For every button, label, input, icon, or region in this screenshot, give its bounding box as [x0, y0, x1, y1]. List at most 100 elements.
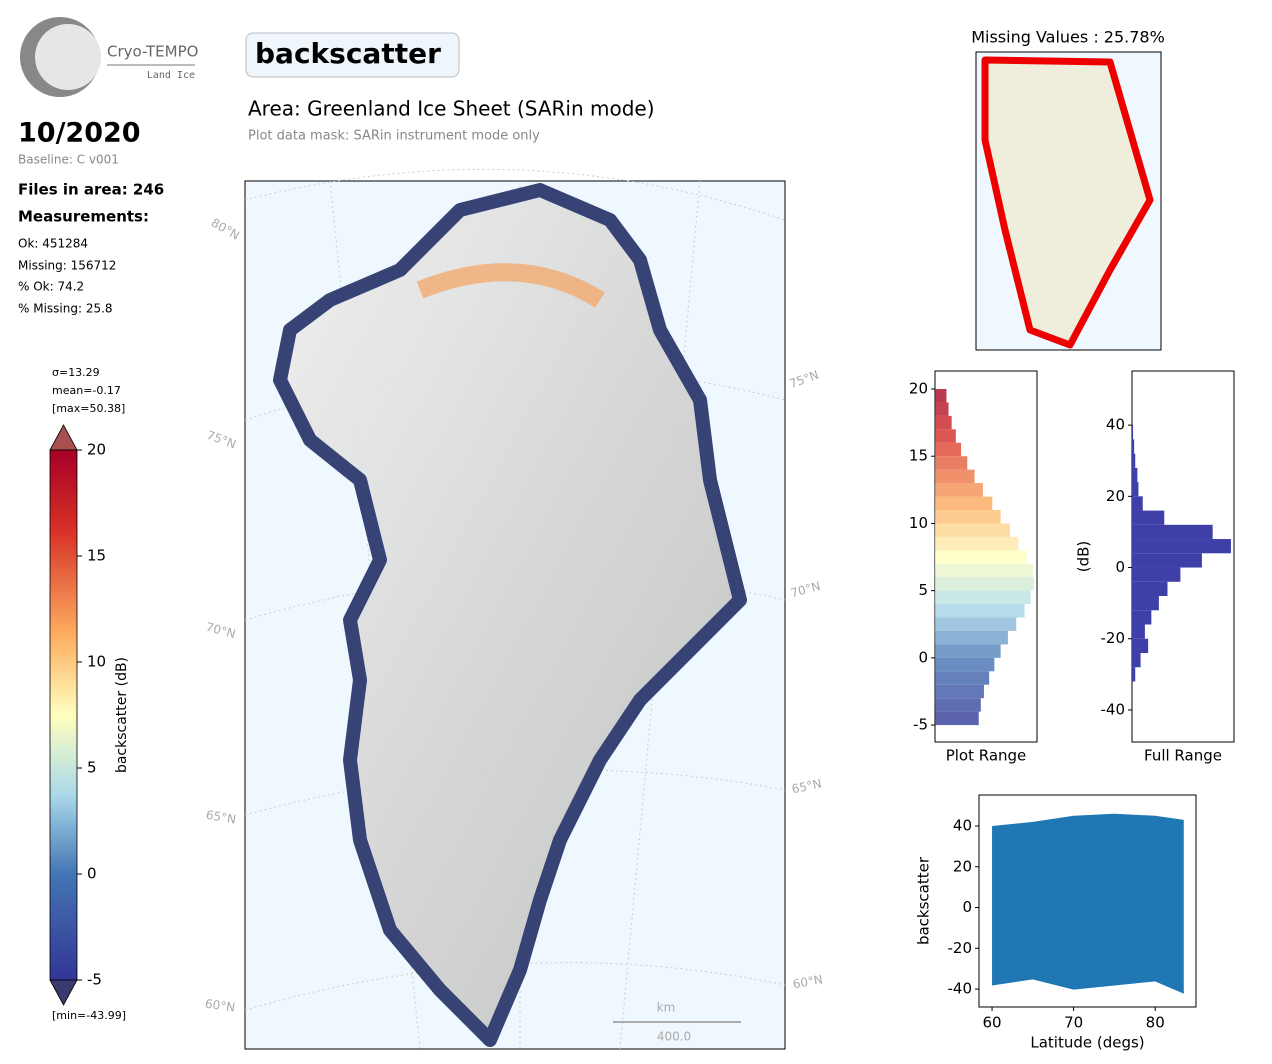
hist-bar: [1132, 553, 1202, 568]
cb-extend: [49, 979, 78, 1006]
hist-bar: [935, 711, 979, 726]
y-label: (dB): [1075, 541, 1093, 573]
hist-bar: [1132, 496, 1143, 511]
hist-bar: [1132, 467, 1138, 483]
x-label: Full Range: [1144, 747, 1222, 765]
hist-bar: [935, 644, 1001, 658]
hist-bar: [935, 429, 956, 443]
cb-tick-label: -5: [87, 971, 102, 989]
stat: % Missing: 25.8: [18, 302, 113, 316]
hist-bar: [935, 509, 1001, 524]
cb-tick-label: 0: [87, 865, 97, 883]
date: 10/2020: [18, 118, 141, 149]
hist-bar: [1132, 610, 1152, 625]
hist-bar: [935, 496, 993, 510]
hist-bar: [1132, 596, 1159, 611]
logo-subtitle: Land Ice: [147, 70, 195, 81]
hist-bar: [1132, 652, 1141, 668]
hist-bar: [935, 604, 1025, 618]
y-tick-label: 10: [909, 514, 928, 532]
lat-label: 65°N: [790, 776, 822, 796]
lat-label: 80°N: [209, 216, 242, 243]
y-tick-label: 5: [918, 581, 928, 599]
hist-bar: [1132, 581, 1168, 597]
hist-bar: [935, 590, 1031, 605]
title: backscatter: [255, 37, 441, 70]
hist-bar: [1132, 638, 1149, 653]
hist-bar: [935, 442, 962, 457]
y-tick-label: 15: [909, 447, 928, 465]
colorbar: [49, 449, 78, 981]
missing-title: Missing Values : 25.78%: [971, 28, 1165, 47]
cb-sigma: σ=13.29: [52, 366, 100, 379]
y-tick-label: 40: [953, 816, 972, 834]
hist-bar: [935, 483, 983, 497]
y-tick-label: 0: [1115, 558, 1125, 576]
scatter-band-lower: [991, 978, 1184, 994]
high-backscatter: [416, 263, 605, 308]
area: Area: Greenland Ice Sheet (SARin mode): [248, 97, 655, 121]
baseline: Baseline: C v001: [18, 153, 119, 167]
hist-bar: [935, 698, 981, 712]
hist-bar: [935, 630, 1008, 645]
scale-value: 400.0: [657, 1030, 691, 1044]
hist-bar: [935, 456, 968, 470]
y-tick-label: 0: [962, 898, 972, 916]
hist-bar: [935, 469, 975, 484]
hist-bar: [935, 550, 1027, 564]
lat-labels: 80°N 75°N 75°N 70°N 70°N 65°N 65°N 60°N …: [204, 216, 824, 1015]
hist-bar: [1132, 567, 1181, 582]
greenland: [273, 183, 747, 1047]
files: Files in area: 246: [18, 181, 164, 199]
cb-min: [min=-43.99]: [52, 1009, 126, 1022]
stat: % Ok: 74.2: [18, 280, 84, 294]
lat-label: 60°N: [204, 997, 236, 1015]
mask: Plot data mask: SARin instrument mode on…: [248, 129, 540, 144]
hist-bar: [1132, 510, 1165, 525]
y-tick-label: 20: [1106, 487, 1125, 505]
hist-bar: [1132, 539, 1231, 554]
y-tick-label: -20: [1101, 629, 1126, 647]
hist-bar: [935, 563, 1033, 578]
y-label: backscatter: [915, 856, 933, 945]
hist-bar: [1132, 524, 1213, 540]
hist-bar: [935, 684, 984, 699]
x-tick-label: 80: [1146, 1014, 1165, 1032]
missing-map: [981, 56, 1154, 349]
x-label: Latitude (degs): [1030, 1034, 1144, 1052]
measurements: Measurements:: [18, 208, 149, 226]
hist-bar: [935, 577, 1034, 591]
y-tick-label: 20: [909, 380, 928, 398]
hist-bar: [935, 536, 1019, 551]
hist-bar: [1132, 667, 1136, 682]
y-tick-label: 0: [918, 648, 928, 666]
logo: Cryo-TEMPO Land Ice: [20, 17, 198, 97]
y-tick-label: -5: [913, 716, 928, 734]
lat-label: 70°N: [204, 620, 237, 641]
stat: Ok: 451284: [18, 237, 88, 251]
cb-label: backscatter (dB): [114, 657, 130, 773]
y-tick-label: 40: [1106, 416, 1125, 434]
hist-bar: [935, 415, 952, 430]
x-label: Plot Range: [946, 747, 1027, 765]
x-tick-label: 70: [1064, 1014, 1083, 1032]
y-tick-label: -40: [948, 980, 973, 998]
y-tick-label: -20: [948, 939, 973, 957]
lat-label: 65°N: [205, 808, 237, 827]
axes-frame: [978, 794, 1197, 1008]
hist-bar: [1132, 425, 1134, 440]
scale-unit: km: [657, 1001, 676, 1015]
x-tick-label: 60: [983, 1014, 1002, 1032]
hist-bar: [1132, 439, 1135, 454]
logo-title: Cryo-TEMPO: [107, 43, 198, 61]
hist-bar: [935, 617, 1017, 631]
stat: Missing: 156712: [18, 259, 116, 273]
cb-tick-label: 20: [87, 441, 106, 459]
lat-label: 75°N: [205, 428, 238, 452]
hist-bar: [1132, 453, 1136, 468]
hist-bar: [935, 402, 949, 416]
cb-tick-label: 5: [87, 759, 97, 777]
lat-label: 75°N: [787, 368, 820, 392]
y-tick-label: -40: [1101, 700, 1126, 718]
cb-tick-label: 10: [87, 653, 106, 671]
